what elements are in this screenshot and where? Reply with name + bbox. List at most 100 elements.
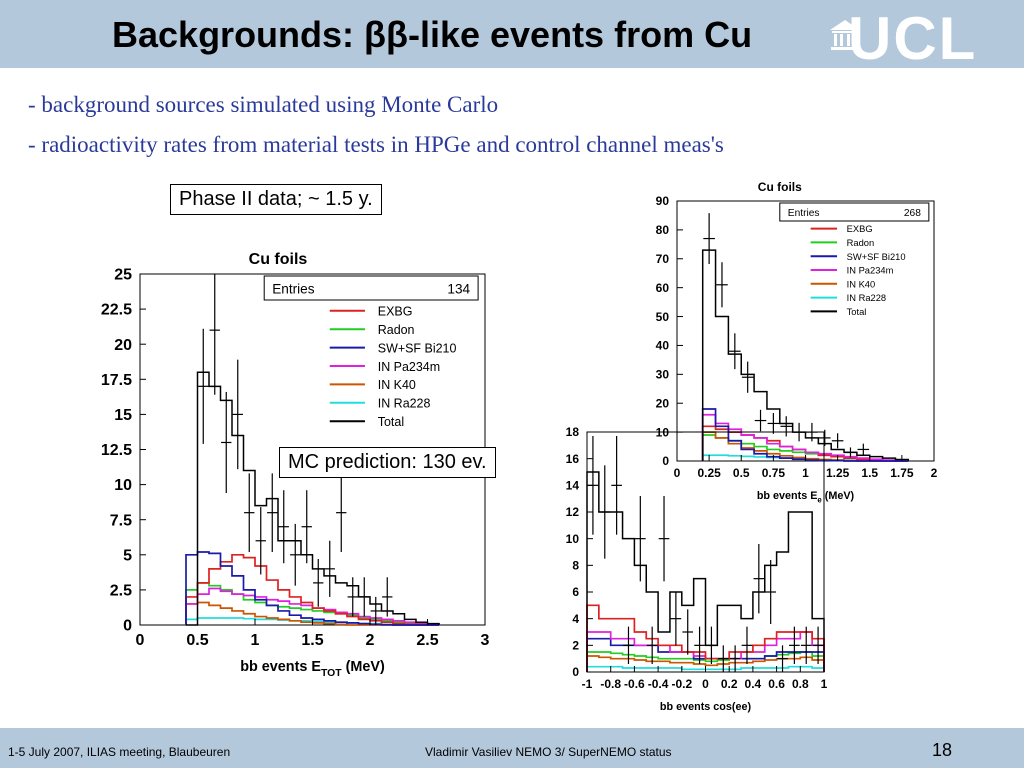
stats-box (779, 202, 930, 222)
series-exbg (586, 604, 825, 672)
x-tick-label: 1 (802, 466, 809, 480)
x-axis-label: bb events Ee (MeV) (757, 490, 855, 505)
x-tick-label: 2 (931, 466, 938, 480)
series-exbg (185, 553, 439, 626)
y-tick-label: 50 (656, 310, 670, 324)
y-tick-label: 5 (123, 547, 132, 564)
legend-entry: IN Ra228 (378, 397, 431, 411)
legend-entry: IN K40 (378, 378, 416, 392)
x-tick-label: 1.5 (301, 632, 323, 649)
x-tick-label: 1 (821, 677, 828, 691)
y-tick-label: 18 (566, 425, 580, 439)
y-tick-label: 17.5 (101, 372, 132, 389)
y-tick-label: 4 (572, 612, 579, 626)
series-in-k40 (185, 601, 439, 626)
x-tick-label: 0 (674, 466, 681, 480)
y-tick-label: 0 (123, 618, 132, 635)
x-tick-label: 0.8 (792, 677, 809, 691)
y-tick-label: 10 (566, 532, 580, 546)
x-tick-label: 0 (702, 677, 709, 691)
legend-entry: EXBG (847, 224, 873, 234)
series-sw-sf-bi210 (185, 551, 439, 626)
series-sw-sf-bi210 (701, 408, 909, 462)
legend-entry: IN Pa234m (847, 266, 894, 276)
y-tick-label: 10 (114, 477, 132, 494)
stats-box (263, 275, 479, 301)
legend-entry: EXBG (378, 305, 413, 319)
logo-text: UCL (848, 5, 978, 72)
legend-entry: Total (847, 307, 867, 317)
portico-icon (830, 20, 860, 50)
y-tick-label: 20 (656, 396, 670, 410)
x-tick-label: 0.5 (733, 466, 750, 480)
legend-entry: IN K40 (847, 279, 876, 289)
y-tick-label: 0 (572, 665, 579, 679)
y-tick-label: 30 (656, 368, 670, 382)
y-tick-label: 0 (662, 454, 669, 468)
y-tick-label: 6 (572, 585, 579, 599)
x-tick-label: 1.5 (861, 466, 878, 480)
y-tick-label: 80 (656, 223, 670, 237)
mc-note: MC prediction: 130 ev. (279, 447, 496, 478)
y-tick-label: 2 (572, 639, 579, 653)
slide-title: Backgrounds: ββ-like events from Cu (112, 14, 753, 55)
legend-entry: Radon (847, 238, 875, 248)
footer-center: Vladimir Vasiliev NEMO 3/ SuperNEMO stat… (425, 745, 672, 759)
x-tick-label: 0.6 (768, 677, 785, 691)
series-total (586, 471, 825, 672)
x-tick-label: -0.8 (600, 677, 621, 691)
y-tick-label: 12.5 (101, 442, 132, 459)
y-tick-label: 40 (656, 339, 670, 353)
x-tick-label: -0.6 (624, 677, 645, 691)
phase-note: Phase II data; ~ 1.5 y. (170, 184, 382, 215)
y-tick-label: 7.5 (110, 512, 132, 529)
page-number: 18 (932, 740, 953, 760)
ucl-logo: UCL (828, 5, 1008, 72)
bullet-1: - background sources simulated using Mon… (28, 92, 499, 117)
x-tick-label: 1 (251, 632, 260, 649)
x-tick-label: 3 (481, 632, 490, 649)
x-tick-label: -0.2 (671, 677, 692, 691)
y-tick-label: 2.5 (110, 583, 132, 600)
x-tick-label: -0.4 (648, 677, 669, 691)
footer-left: 1-5 July 2007, ILIAS meeting, Blaubeuren (8, 745, 231, 759)
legend-entry: Total (378, 415, 404, 429)
stats-label: Entries (788, 208, 820, 219)
x-tick-label: 2 (366, 632, 375, 649)
chart-title: Cu foils (758, 180, 802, 194)
x-tick-label: 0.2 (721, 677, 738, 691)
y-tick-label: 20 (114, 337, 132, 354)
x-tick-label: 0.4 (745, 677, 762, 691)
series-radon (586, 651, 825, 672)
x-tick-label: 0.75 (762, 466, 786, 480)
x-axis-label: bb events ETOT (MeV) (240, 659, 385, 679)
x-tick-label: 0.5 (186, 632, 208, 649)
y-tick-label: 22.5 (101, 302, 132, 319)
y-tick-label: 25 (114, 267, 132, 284)
chart-title: Cu foils (249, 251, 308, 268)
y-tick-label: 70 (656, 252, 670, 266)
stats-value: 268 (904, 208, 921, 219)
legend-entry: SW+SF Bi210 (847, 252, 906, 262)
y-tick-label: 14 (566, 479, 580, 493)
x-tick-label: -1 (582, 677, 593, 691)
legend-entry: IN Pa234m (378, 360, 440, 374)
stats-label: Entries (272, 281, 315, 296)
x-axis-label: bb events cos(ee) (660, 701, 752, 713)
y-tick-label: 90 (656, 194, 670, 208)
bullet-2: - radioactivity rates from material test… (28, 132, 724, 157)
y-tick-label: 15 (114, 407, 132, 424)
series-in-pa234m (701, 413, 910, 462)
legend-entry: Radon (378, 323, 415, 337)
x-tick-label: 2.5 (416, 632, 438, 649)
series-in-k40 (586, 655, 825, 672)
stats-value: 134 (447, 281, 470, 296)
footer-bar (0, 728, 1024, 768)
x-tick-label: 1.75 (890, 466, 914, 480)
x-tick-label: 0 (136, 632, 145, 649)
y-tick-label: 16 (566, 452, 580, 466)
legend-entry: IN Ra228 (847, 293, 886, 303)
